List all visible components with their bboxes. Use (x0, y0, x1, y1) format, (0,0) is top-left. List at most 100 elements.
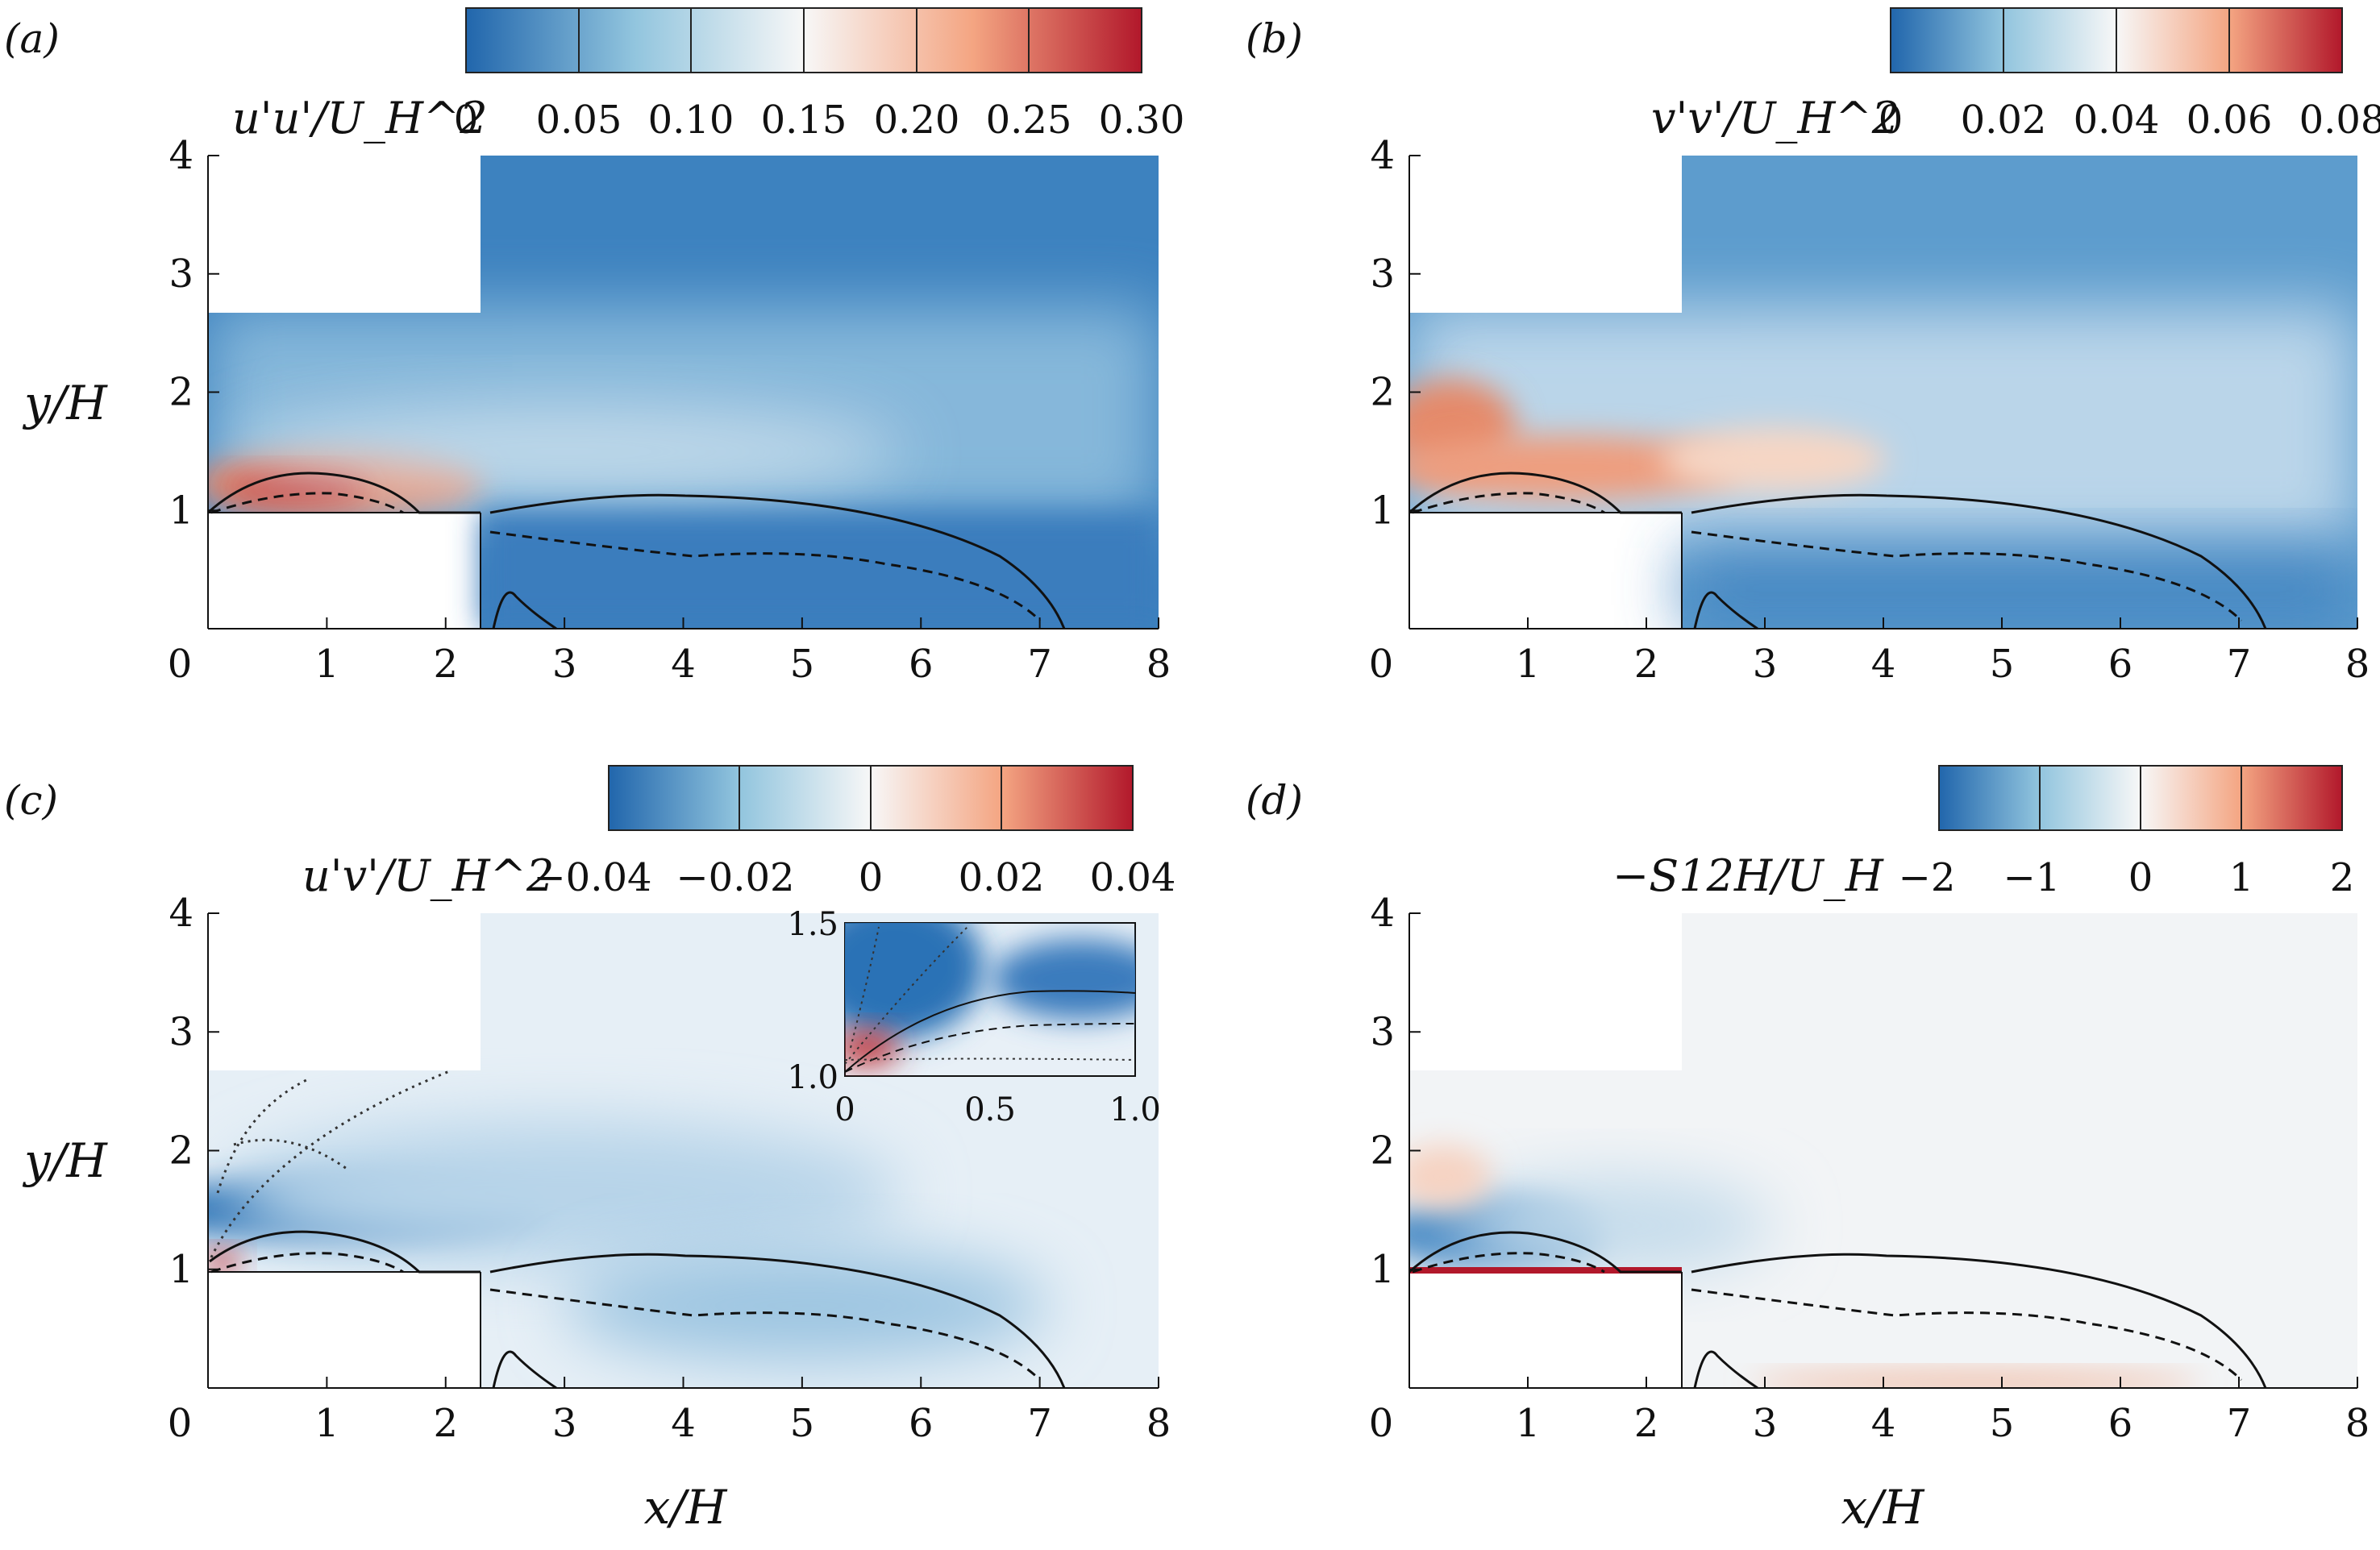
panel-c-axis-ticks: 0 1 2 3 4 5 6 7 8 1 2 3 4 (168, 891, 1171, 1446)
panel-c: (c) u'v'/U_H^2 −0.04 −0.02 0 0.02 0.04 (4, 765, 1176, 1446)
x-tick-label: 5 (1990, 1401, 2015, 1446)
y-tick-label: 1 (1370, 488, 1395, 533)
panel-c-label: (c) (4, 777, 58, 824)
colorbar-a-tick: 0.30 (1099, 98, 1185, 143)
colorbar-a-tick: 0.20 (874, 98, 960, 143)
x-tick-label: 1 (314, 642, 339, 687)
y-tick-label: 2 (1370, 1128, 1395, 1174)
x-tick-label: 4 (1871, 642, 1896, 687)
inset-x-tick: 0 (834, 1091, 855, 1128)
colorbar-c-tick: −0.02 (676, 855, 794, 900)
panel-c-plot: 1.5 1.0 0 0.5 1.0 (207, 906, 1161, 1390)
x-tick-label: 2 (433, 642, 458, 687)
y-tick-label: 1 (169, 488, 193, 533)
x-tick-label: 7 (2227, 1401, 2252, 1446)
x-tick-label: 5 (790, 1401, 815, 1446)
x-axis-title-c: x/H (644, 1480, 728, 1535)
x-tick-label: 6 (2108, 1401, 2133, 1446)
colorbar-d-tick: 1 (2229, 855, 2254, 900)
colorbar-b-tick: 0 (1879, 98, 1904, 143)
colorbar-a-tick: 0.05 (536, 98, 622, 143)
y-tick-label: 4 (1370, 891, 1395, 936)
y-tick-label: 4 (169, 891, 193, 936)
colorbar-d-tick: 0 (2128, 855, 2153, 900)
x-tick-label: 2 (1634, 1401, 1659, 1446)
panel-d-plot (1408, 913, 2357, 1390)
x-tick-label: 1 (1516, 642, 1541, 687)
panel-c-inset: 1.5 1.0 0 0.5 1.0 (787, 906, 1161, 1128)
colorbar-a-tick: 0.10 (648, 98, 734, 143)
panel-a: (a) u'u'/U_H^2 0 0.05 0.10 0.15 0.20 0.2… (4, 7, 1185, 687)
colorbar-a-title: u'u'/U_H^2 (232, 93, 488, 143)
inset-y-tick: 1.0 (787, 1059, 838, 1096)
y-axis-title-a: y/H (22, 376, 108, 430)
inset-y-tick: 1.5 (787, 906, 838, 943)
colorbar-b-title: v'v'/U_H^2 (1651, 93, 1899, 143)
inset-x-tick: 1.0 (1109, 1091, 1161, 1128)
x-tick-label: 3 (1753, 1401, 1778, 1446)
y-tick-label: 2 (169, 370, 193, 415)
x-tick-label: 0 (168, 1401, 193, 1446)
x-tick-label: 4 (671, 642, 696, 687)
x-tick-label: 5 (1990, 642, 2015, 687)
panel-b-label: (b) (1246, 15, 1303, 62)
x-tick-label: 6 (2108, 642, 2133, 687)
panel-d-colorbar: −S12H/U_H −2 −1 0 1 2 (1612, 765, 2355, 901)
y-tick-label: 1 (1370, 1247, 1395, 1292)
x-tick-label: 1 (314, 1401, 339, 1446)
colorbar-d-title: −S12H/U_H (1612, 850, 1884, 901)
x-tick-label: 3 (552, 1401, 577, 1446)
inset-x-tick: 0.5 (964, 1091, 1016, 1128)
x-tick-label: 0 (168, 642, 193, 687)
x-tick-label: 4 (671, 1401, 696, 1446)
y-tick-label: 2 (169, 1128, 193, 1174)
x-tick-label: 8 (2345, 1401, 2370, 1446)
x-tick-label: 4 (1871, 1401, 1896, 1446)
x-tick-label: 2 (1634, 642, 1659, 687)
x-tick-label: 8 (2345, 642, 2370, 687)
x-tick-label: 0 (1369, 1401, 1394, 1446)
y-tick-label: 1 (169, 1247, 193, 1292)
colorbar-c-tick: −0.04 (533, 855, 651, 900)
colorbar-c-title: u'v'/U_H^2 (302, 850, 554, 901)
panel-d-axis-ticks: 0 1 2 3 4 5 6 7 8 1 2 3 4 (1369, 891, 2370, 1446)
panel-d: (d) −S12H/U_H −2 −1 0 1 2 (1246, 765, 2370, 1446)
colorbar-b-tick: 0.04 (2074, 98, 2160, 143)
x-tick-label: 6 (909, 642, 934, 687)
colorbar-a-tick: 0.25 (986, 98, 1072, 143)
y-tick-label: 4 (169, 133, 193, 178)
x-tick-label: 7 (2227, 642, 2252, 687)
panel-b-plot (1408, 156, 2357, 630)
x-tick-label: 8 (1146, 1401, 1171, 1446)
y-tick-label: 3 (169, 1009, 193, 1054)
colorbar-d-tick: 2 (2330, 855, 2355, 900)
x-tick-label: 2 (433, 1401, 458, 1446)
x-tick-label: 6 (909, 1401, 934, 1446)
panel-b-axis-ticks: 0 1 2 3 4 5 6 7 8 1 2 3 4 (1369, 133, 2370, 687)
x-tick-label: 1 (1516, 1401, 1541, 1446)
colorbar-c-tick: 0.04 (1090, 855, 1176, 900)
y-tick-label: 3 (169, 251, 193, 297)
panel-a-plot (206, 156, 1159, 630)
colorbar-c-tick: 0 (859, 855, 884, 900)
colorbar-b-tick: 0.02 (1961, 98, 2047, 143)
y-axis-title-c: y/H (22, 1133, 108, 1188)
x-tick-label: 7 (1027, 1401, 1052, 1446)
y-tick-label: 2 (1370, 370, 1395, 415)
panel-c-colorbar: u'v'/U_H^2 −0.04 −0.02 0 0.02 0.04 (302, 765, 1176, 901)
panel-a-colorbar: u'u'/U_H^2 0 0.05 0.10 0.15 0.20 0.25 0.… (232, 7, 1185, 143)
panel-a-label: (a) (4, 15, 60, 62)
x-tick-label: 8 (1146, 642, 1171, 687)
x-axis-title-d: x/H (1841, 1480, 1925, 1535)
panel-b: (b) v'v'/U_H^2 0 0.02 0.04 0.06 0.08 (1246, 7, 2380, 687)
colorbar-a-tick: 0 (454, 98, 479, 143)
panel-b-colorbar: v'v'/U_H^2 0 0.02 0.04 0.06 0.08 (1651, 7, 2380, 143)
x-tick-label: 3 (552, 642, 577, 687)
y-tick-label: 3 (1370, 1009, 1395, 1054)
x-tick-label: 0 (1369, 642, 1394, 687)
colorbar-b-tick: 0.08 (2299, 98, 2380, 143)
x-tick-label: 5 (790, 642, 815, 687)
panel-d-label: (d) (1246, 777, 1303, 824)
colorbar-d-tick: −1 (2003, 855, 2061, 900)
